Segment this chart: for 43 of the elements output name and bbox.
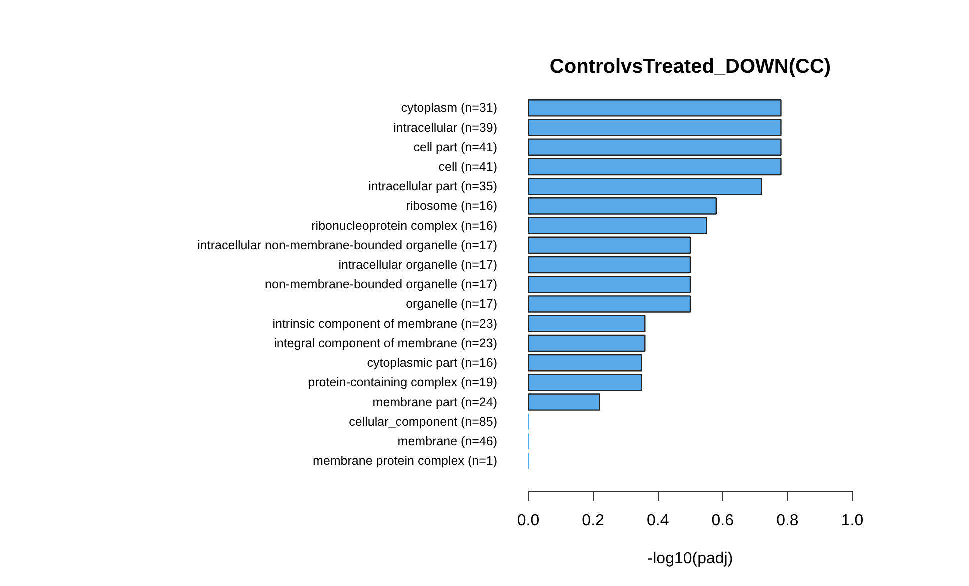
x-axis-title: -log10(padj) — [648, 550, 734, 568]
bar — [528, 334, 646, 352]
bar — [528, 178, 762, 196]
bar — [528, 198, 718, 215]
y-tick-label: cytoplasmic part (n=16) — [367, 356, 498, 370]
x-tick-label: 0.2 — [582, 512, 605, 530]
y-tick-label: membrane protein complex (n=1) — [313, 454, 498, 468]
x-tick-label: 0.4 — [646, 512, 670, 530]
x-tick-label: 0.6 — [712, 512, 734, 530]
bar — [528, 119, 782, 136]
y-tick-label: intracellular part (n=35) — [368, 180, 498, 194]
y-tick-label: organelle (n=17) — [406, 297, 498, 312]
y-tick-label: cell part (n=41) — [414, 140, 498, 154]
bar — [528, 158, 782, 176]
y-tick-label: cytoplasm (n=31) — [401, 101, 498, 116]
y-tick-label: intrinsic component of membrane (n=23) — [272, 316, 498, 331]
y-tick-label: membrane part (n=24) — [372, 395, 498, 410]
bar — [528, 296, 692, 313]
y-tick-label: intracellular organelle (n=17) — [338, 258, 498, 272]
y-tick-label: cell (n=41) — [438, 160, 498, 174]
bar — [528, 138, 782, 156]
bar — [528, 374, 642, 392]
y-tick-label: ribosome (n=16) — [406, 199, 498, 214]
bar — [528, 217, 708, 234]
x-tick-label: 1.0 — [841, 512, 864, 530]
bar — [528, 256, 692, 274]
bar — [528, 276, 692, 294]
y-tick-label: intracellular (n=39) — [394, 120, 498, 135]
x-tick-label: 0.0 — [517, 512, 540, 530]
y-tick-label: cellular_component (n=85) — [349, 414, 498, 429]
y-tick-label: integral component of membrane (n=23) — [274, 336, 498, 350]
y-tick-label: protein-containing complex (n=19) — [308, 376, 498, 390]
bar — [528, 100, 782, 117]
bar — [528, 394, 600, 411]
y-tick-label: ribonucleoprotein complex (n=16) — [312, 218, 498, 233]
y-tick-label: membrane (n=46) — [398, 434, 498, 448]
bar — [528, 315, 646, 332]
x-tick-label: 0.8 — [776, 512, 799, 530]
y-tick-label: non-membrane-bounded organelle (n=17) — [265, 278, 498, 292]
y-tick-label: intracellular non-membrane-bounded organelle (n=17) — [198, 238, 498, 252]
chart-title: ControlvsTreated_DOWN(CC) — [550, 56, 832, 78]
bar — [528, 236, 692, 254]
bar — [528, 354, 642, 372]
